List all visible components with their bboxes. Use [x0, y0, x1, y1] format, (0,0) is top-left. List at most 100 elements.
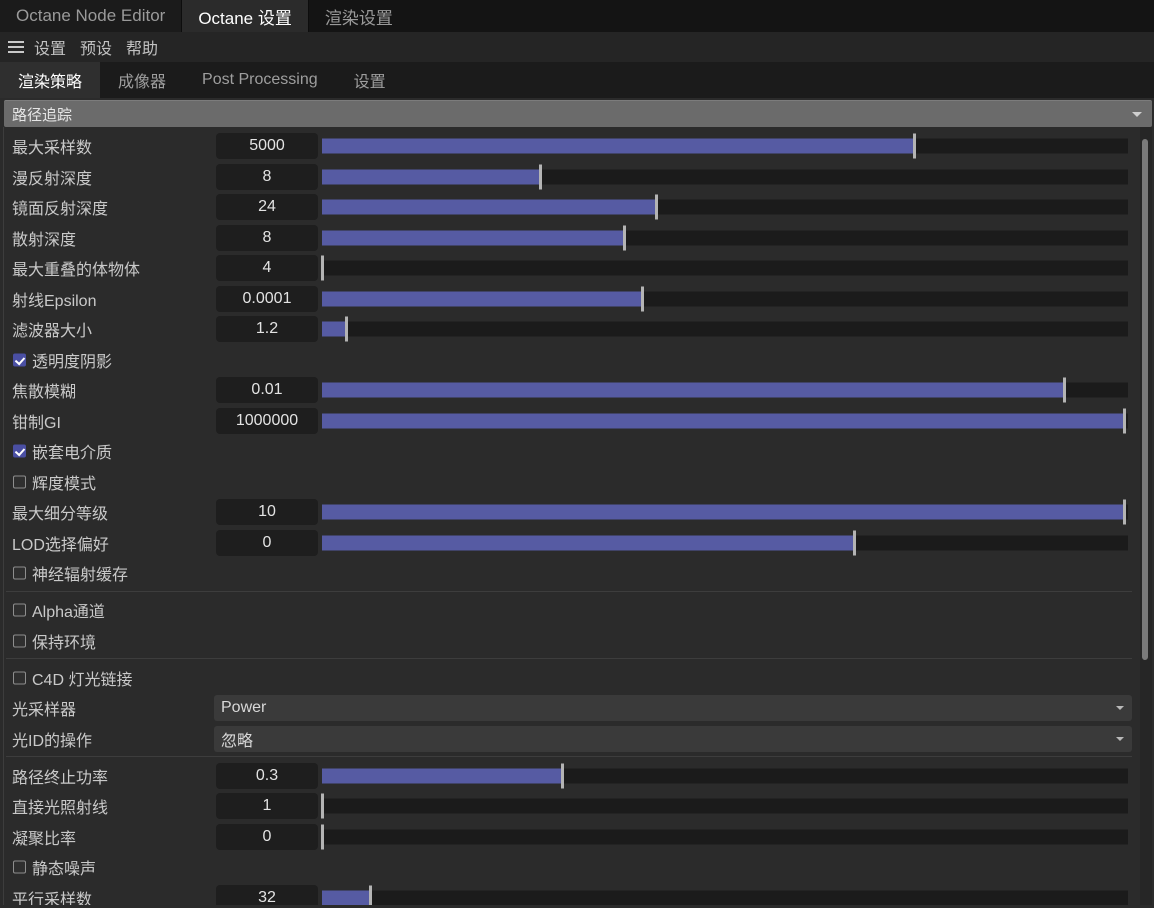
checkbox-toggle[interactable]	[13, 444, 26, 458]
numeric-input[interactable]: 0	[216, 823, 318, 850]
scrollbar-track[interactable]	[1140, 127, 1152, 905]
row-label: 神经辐射缓存	[32, 567, 129, 585]
slider-fill	[322, 169, 540, 185]
settings-row: 路径终止功率 0.3	[0, 761, 1154, 792]
settings-row: LOD选择偏好 0	[0, 528, 1154, 559]
settings-row: 光ID的操作 忽略	[0, 724, 1154, 755]
numeric-input[interactable]: 0	[216, 529, 318, 556]
dropdown-select[interactable]: 忽略	[214, 725, 1132, 752]
slider-handle[interactable]	[321, 824, 324, 850]
settings-row: C4D 灯光链接	[0, 663, 1154, 694]
numeric-input[interactable]: 32	[216, 884, 318, 905]
numeric-input[interactable]: 1	[216, 793, 318, 820]
slider-track[interactable]	[322, 316, 1128, 342]
chevron-down-icon[interactable]	[1116, 706, 1124, 711]
section-tab-3[interactable]: 设置	[353, 74, 386, 91]
slider-handle[interactable]	[640, 286, 644, 312]
section-tab-1[interactable]: 成像器	[118, 74, 167, 91]
window-tab-2[interactable]: 渲染设置	[308, 0, 409, 32]
numeric-input[interactable]: 8	[216, 224, 318, 251]
row-label: 焦散模糊	[12, 384, 77, 402]
numeric-input[interactable]: 5000	[216, 133, 318, 160]
row-label: 最大细分等级	[12, 506, 109, 524]
slider-track[interactable]	[322, 133, 1128, 159]
settings-row: 滤波器大小 1.2	[0, 314, 1154, 345]
checkbox-toggle[interactable]	[13, 475, 26, 489]
slider-handle[interactable]	[852, 530, 856, 556]
numeric-input[interactable]: 0.3	[216, 762, 318, 789]
slider-track[interactable]	[322, 164, 1128, 190]
section-separator	[6, 590, 1132, 592]
slider-fill	[322, 413, 1124, 429]
settings-row: 射线Epsilon 0.0001	[0, 284, 1154, 315]
slider-fill	[322, 291, 642, 307]
checkbox-toggle[interactable]	[13, 860, 26, 874]
slider-handle[interactable]	[623, 225, 627, 251]
slider-track[interactable]	[322, 377, 1128, 403]
hamburger-menu-icon[interactable]	[8, 41, 24, 53]
settings-row: 最大细分等级 10	[0, 497, 1154, 528]
slider-handle[interactable]	[1122, 499, 1126, 525]
window-tab-1[interactable]: Octane 设置	[182, 0, 309, 32]
section-tab-2[interactable]: Post Processing	[202, 71, 318, 88]
slider-handle[interactable]	[561, 763, 565, 789]
slider-handle[interactable]	[655, 194, 659, 220]
row-label: 光ID的操作	[12, 732, 93, 750]
numeric-input[interactable]: 0.01	[216, 377, 318, 404]
settings-row: 散射深度 8	[0, 223, 1154, 254]
row-label: 路径终止功率	[12, 769, 109, 787]
menu-item-1[interactable]: 预设	[80, 41, 113, 58]
slider-track[interactable]	[321, 793, 1128, 819]
section-separator	[6, 658, 1132, 659]
numeric-input[interactable]: 1000000	[216, 407, 318, 434]
slider-track[interactable]	[322, 530, 1128, 556]
numeric-input[interactable]: 0.0001	[216, 285, 318, 312]
settings-row: 镜面反射深度 24	[0, 192, 1154, 223]
numeric-input[interactable]: 10	[216, 499, 318, 526]
checkbox-toggle[interactable]	[13, 353, 26, 367]
row-label: 嵌套电介质	[32, 445, 113, 463]
checkbox-toggle[interactable]	[13, 566, 26, 580]
menu-item-2[interactable]: 帮助	[126, 41, 159, 58]
slider-track[interactable]	[322, 194, 1128, 220]
slider-handle[interactable]	[913, 133, 917, 159]
numeric-input[interactable]: 4	[216, 255, 318, 282]
slider-handle[interactable]	[538, 164, 542, 190]
dropdown-select[interactable]: Power	[214, 695, 1132, 722]
slider-fill	[322, 321, 347, 337]
slider-fill	[322, 504, 1124, 520]
menu-item-0[interactable]: 设置	[34, 41, 67, 58]
chevron-down-icon[interactable]	[1116, 736, 1124, 741]
numeric-input[interactable]: 8	[216, 163, 318, 190]
slider-track[interactable]	[322, 225, 1128, 251]
panel-left-rule	[3, 127, 4, 905]
slider-track[interactable]	[322, 286, 1128, 312]
slider-handle[interactable]	[321, 793, 324, 819]
checkbox-toggle[interactable]	[13, 671, 26, 685]
settings-row: 最大重叠的体物体 4	[0, 253, 1154, 284]
menu-bar: 设置 预设 帮助	[0, 32, 1154, 62]
checkbox-toggle[interactable]	[13, 634, 26, 648]
slider-handle[interactable]	[345, 316, 349, 342]
group-header-path-tracing[interactable]: 路径追踪	[4, 100, 1152, 127]
slider-track[interactable]	[322, 885, 1128, 905]
numeric-input[interactable]: 24	[216, 194, 318, 221]
window-tab-0[interactable]: Octane Node Editor	[0, 0, 183, 32]
slider-track[interactable]	[321, 255, 1128, 281]
slider-track[interactable]	[322, 408, 1128, 434]
slider-handle[interactable]	[321, 255, 324, 281]
slider-handle[interactable]	[1122, 408, 1126, 434]
settings-panel: 最大采样数 5000 漫反射深度 8 镜面反射深度 24 散射深度 8 最大重叠的体物体 4 射线E…	[0, 127, 1154, 905]
numeric-input[interactable]: 1.2	[216, 316, 318, 343]
section-tab-0[interactable]: 渲染策略	[0, 62, 101, 98]
slider-track[interactable]	[321, 824, 1128, 850]
settings-row: 最大采样数 5000	[0, 131, 1154, 162]
chevron-down-icon[interactable]	[1132, 112, 1142, 117]
checkbox-toggle[interactable]	[13, 603, 26, 617]
slider-handle[interactable]	[1062, 377, 1066, 403]
slider-track[interactable]	[322, 499, 1128, 525]
slider-track[interactable]	[322, 763, 1128, 789]
slider-handle[interactable]	[369, 885, 373, 905]
scrollbar-thumb[interactable]	[1142, 138, 1148, 660]
dropdown-value: 忽略	[221, 732, 254, 750]
